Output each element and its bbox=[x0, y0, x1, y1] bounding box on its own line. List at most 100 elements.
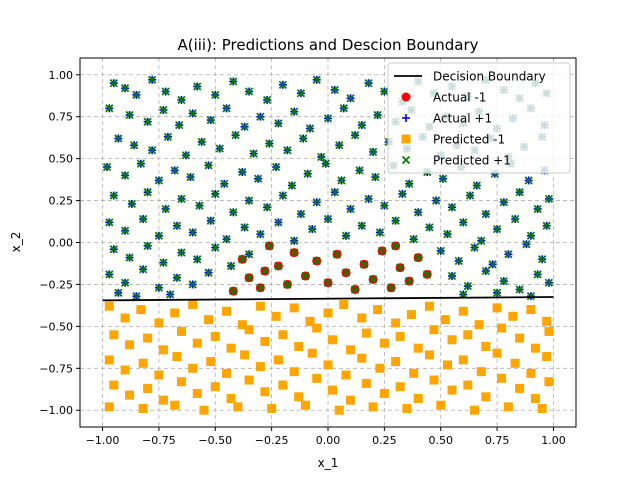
x-marker-stroke bbox=[138, 265, 148, 274]
predicted-pos-point bbox=[265, 139, 274, 148]
predicted-pos-point bbox=[278, 191, 288, 200]
x-marker-stroke bbox=[481, 266, 490, 276]
predicted-pos-point bbox=[197, 137, 206, 147]
predicted-pos-point bbox=[114, 134, 123, 143]
predicted-neg-point bbox=[346, 345, 356, 355]
x-marker-stroke bbox=[114, 134, 123, 143]
predicted-pos-point bbox=[423, 270, 432, 279]
x-marker-stroke bbox=[188, 228, 197, 237]
predicted-pos-point bbox=[274, 119, 283, 128]
predicted-neg-point bbox=[170, 308, 180, 318]
x-marker-stroke bbox=[154, 176, 164, 185]
predicted-pos-point bbox=[470, 243, 479, 252]
x-marker-stroke bbox=[197, 137, 206, 147]
x-marker-stroke bbox=[114, 288, 123, 297]
predicted-pos-point bbox=[371, 172, 380, 182]
x-marker-stroke bbox=[229, 77, 238, 86]
x-marker-stroke bbox=[120, 226, 130, 235]
predicted-pos-point bbox=[238, 255, 247, 264]
x-marker-stroke bbox=[105, 270, 114, 279]
predicted-pos-point bbox=[301, 271, 310, 281]
x-marker-stroke bbox=[127, 199, 136, 209]
predicted-pos-point bbox=[229, 77, 238, 86]
predicted-pos-point bbox=[332, 250, 342, 259]
x-marker-stroke bbox=[132, 292, 141, 301]
x-tick-label: 0.00 bbox=[316, 434, 341, 447]
predicted-pos-point bbox=[542, 221, 551, 230]
predicted-pos-point bbox=[138, 214, 148, 224]
x-marker-stroke bbox=[181, 151, 191, 160]
predicted-pos-point bbox=[391, 216, 400, 225]
predicted-pos-point bbox=[256, 283, 265, 292]
predicted-pos-point bbox=[533, 204, 542, 214]
x-marker-stroke bbox=[335, 141, 344, 150]
predicted-pos-point bbox=[244, 273, 254, 282]
x-marker-stroke bbox=[290, 107, 299, 116]
predicted-pos-point bbox=[109, 191, 118, 200]
x-marker-stroke bbox=[538, 255, 547, 264]
predicted-pos-point bbox=[391, 241, 400, 250]
x-marker-stroke bbox=[533, 204, 542, 214]
x-marker-stroke bbox=[386, 283, 396, 292]
predicted-neg-point bbox=[537, 404, 547, 414]
y-axis-label: x_2 bbox=[9, 232, 23, 253]
x-marker-stroke bbox=[364, 79, 373, 88]
predicted-pos-point bbox=[303, 169, 312, 178]
predicted-neg-point bbox=[357, 313, 367, 323]
x-marker-stroke bbox=[488, 260, 497, 269]
predicted-pos-point bbox=[222, 235, 231, 244]
predicted-neg-point bbox=[515, 383, 525, 393]
predicted-pos-point bbox=[323, 114, 333, 123]
x-marker-stroke bbox=[492, 288, 502, 297]
predicted-neg-point bbox=[497, 373, 507, 383]
x-marker-stroke bbox=[443, 229, 452, 239]
predicted-pos-point bbox=[159, 105, 168, 115]
x-marker-stroke bbox=[193, 255, 202, 264]
predicted-pos-point bbox=[172, 273, 182, 282]
x-marker-stroke bbox=[274, 261, 283, 271]
predicted-pos-point bbox=[220, 179, 229, 188]
predicted-neg-point bbox=[120, 313, 130, 323]
predicted-neg-point bbox=[458, 355, 468, 365]
predicted-pos-point bbox=[432, 196, 441, 205]
x-marker-stroke bbox=[544, 278, 554, 287]
x-marker-stroke bbox=[136, 159, 146, 168]
predicted-pos-point bbox=[296, 209, 306, 219]
x-marker-stroke bbox=[339, 104, 348, 113]
predicted-pos-point bbox=[337, 176, 346, 185]
x-marker-stroke bbox=[346, 204, 355, 214]
x-marker-stroke bbox=[296, 209, 306, 219]
predicted-pos-point bbox=[405, 276, 414, 286]
x-marker-stroke bbox=[163, 132, 173, 141]
predicted-neg-point bbox=[192, 338, 202, 348]
predicted-pos-point bbox=[181, 151, 191, 160]
x-marker-stroke bbox=[330, 188, 339, 197]
x-marker-stroke bbox=[120, 171, 130, 180]
predicted-neg-point bbox=[409, 368, 419, 378]
x-marker-stroke bbox=[380, 201, 389, 210]
x-marker-stroke bbox=[175, 120, 184, 130]
predicted-pos-point bbox=[244, 196, 254, 205]
predicted-neg-point bbox=[339, 300, 349, 310]
predicted-pos-point bbox=[459, 218, 468, 227]
predicted-pos-point bbox=[211, 90, 220, 100]
predicted-neg-point bbox=[458, 306, 468, 316]
predicted-neg-point bbox=[542, 352, 552, 362]
predicted-neg-point bbox=[357, 353, 367, 363]
x-marker-stroke bbox=[432, 196, 441, 205]
x-marker-stroke bbox=[105, 218, 114, 227]
predicted-pos-point bbox=[522, 240, 531, 249]
x-marker-stroke bbox=[244, 87, 254, 96]
x-marker-stroke bbox=[159, 105, 168, 115]
predicted-neg-point bbox=[474, 320, 484, 330]
predicted-pos-point bbox=[463, 281, 472, 291]
predicted-neg-point bbox=[391, 318, 401, 328]
predicted-pos-point bbox=[249, 149, 258, 158]
predicted-pos-point bbox=[346, 204, 355, 214]
x-tick-label: 1.00 bbox=[541, 434, 566, 447]
predicted-pos-point bbox=[414, 208, 423, 217]
predicted-pos-point bbox=[447, 271, 457, 281]
predicted-pos-point bbox=[364, 79, 373, 88]
predicted-pos-point bbox=[109, 245, 118, 254]
predicted-pos-point bbox=[272, 162, 281, 172]
